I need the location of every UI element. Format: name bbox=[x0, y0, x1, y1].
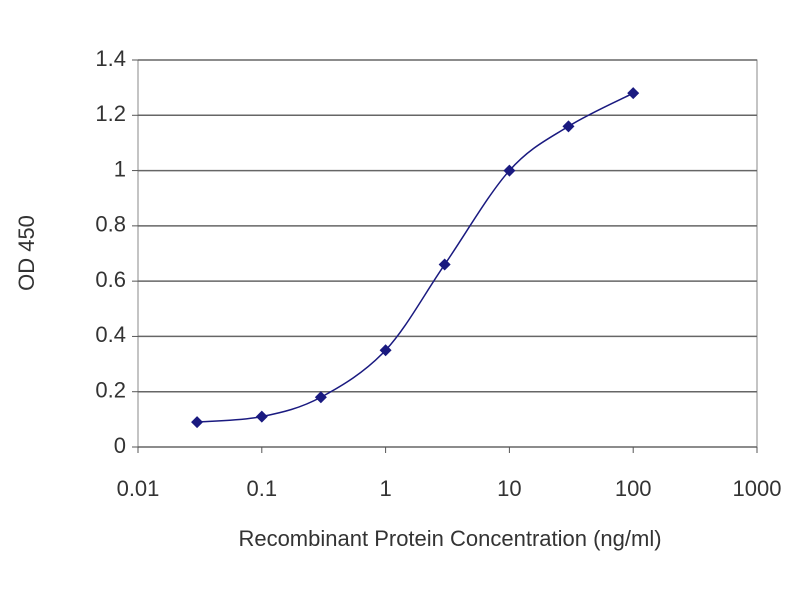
y-tick-label: 0.8 bbox=[95, 212, 126, 237]
y-tick-label: 0 bbox=[114, 433, 126, 458]
y-axis-label: OD 450 bbox=[14, 215, 39, 291]
x-tick-label: 1000 bbox=[733, 476, 782, 501]
x-tick-label: 100 bbox=[615, 476, 652, 501]
y-tick-label: 0.2 bbox=[95, 378, 126, 403]
x-tick-label: 0.1 bbox=[247, 476, 278, 501]
data-point bbox=[255, 410, 268, 423]
plot-area bbox=[137, 59, 758, 448]
y-tick-label: 0.4 bbox=[95, 322, 126, 347]
y-tick-label: 1.2 bbox=[95, 101, 126, 126]
x-axis-label: Recombinant Protein Concentration (ng/ml… bbox=[238, 526, 661, 551]
data-point bbox=[503, 164, 516, 177]
data-point bbox=[438, 258, 451, 271]
x-tick-label: 0.01 bbox=[117, 476, 160, 501]
y-tick-label: 0.6 bbox=[95, 267, 126, 292]
data-point bbox=[314, 391, 327, 404]
data-point bbox=[379, 344, 392, 357]
x-tick-label: 10 bbox=[497, 476, 521, 501]
data-point bbox=[562, 120, 575, 133]
data-point bbox=[627, 87, 640, 100]
y-tick-label: 1.4 bbox=[95, 46, 126, 71]
data-point bbox=[191, 416, 204, 429]
line bbox=[197, 92, 634, 423]
y-tick-label: 1 bbox=[114, 156, 126, 181]
x-tick-label: 1 bbox=[379, 476, 391, 501]
